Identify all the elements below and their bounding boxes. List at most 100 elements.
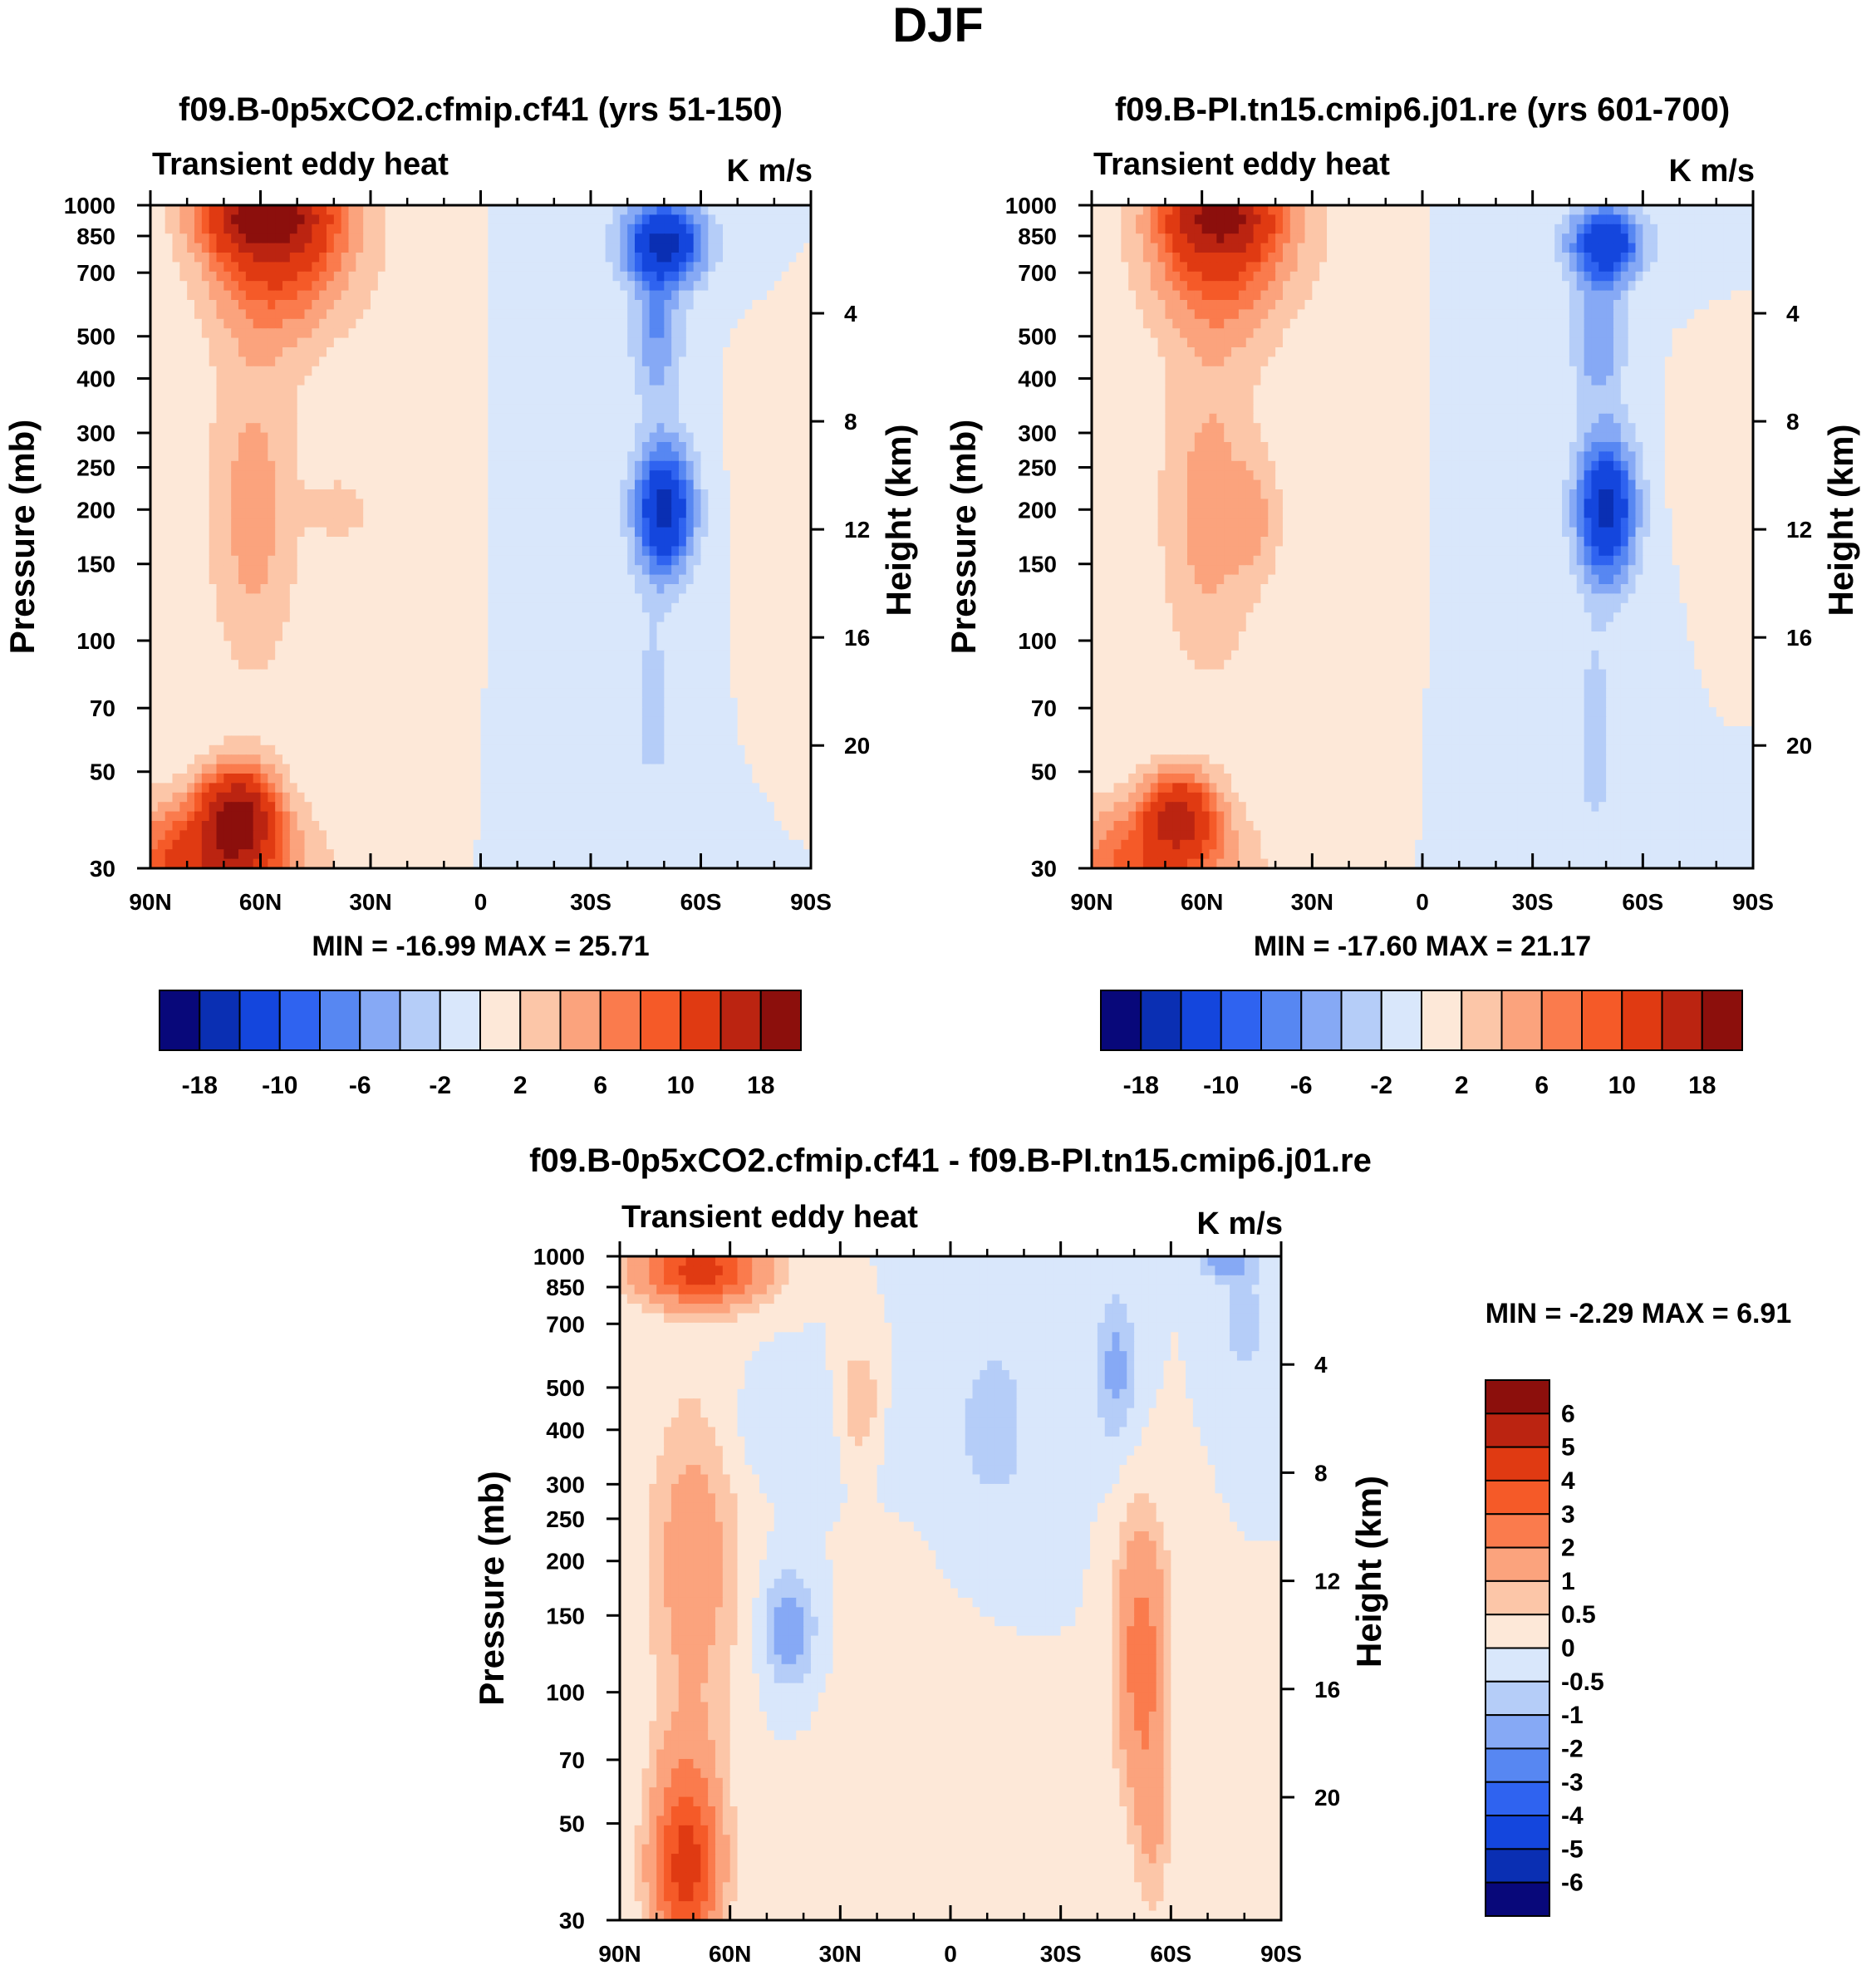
field-cell	[341, 356, 350, 367]
field-cell	[150, 489, 159, 500]
field-cell	[708, 451, 716, 462]
field-cell	[679, 205, 687, 216]
field-cell	[767, 290, 775, 301]
field-cell	[260, 499, 269, 509]
field-cell	[723, 366, 731, 376]
field-cell	[289, 318, 298, 329]
field-cell	[421, 205, 430, 216]
field-cell	[591, 243, 599, 253]
field-cell	[773, 688, 783, 699]
field-cell	[165, 622, 174, 632]
field-cell	[429, 584, 438, 595]
field-cell	[216, 518, 225, 528]
field-cell	[773, 537, 783, 548]
field-cell	[444, 593, 452, 604]
field-cell	[708, 214, 716, 225]
field-cell	[605, 688, 614, 699]
field-cell	[509, 697, 518, 708]
field-cell	[459, 518, 467, 528]
field-cell	[715, 205, 724, 216]
field-cell	[708, 243, 716, 253]
field-cell	[553, 716, 562, 727]
field-cell	[685, 565, 695, 576]
field-cell	[179, 290, 188, 301]
field-cell	[157, 243, 166, 253]
field-cell	[312, 262, 320, 273]
field-cell	[649, 499, 658, 509]
field-cell	[371, 460, 379, 471]
field-cell	[480, 205, 489, 216]
field-cell	[459, 650, 467, 661]
field-cell	[781, 309, 790, 320]
field-cell	[245, 479, 254, 490]
field-cell	[172, 555, 181, 566]
field-cell	[744, 243, 754, 253]
field-cell	[312, 726, 320, 737]
field-cell	[568, 612, 577, 623]
field-cell	[363, 565, 371, 576]
field-cell	[612, 300, 621, 311]
field-cell	[444, 565, 452, 576]
field-cell	[436, 356, 445, 367]
field-cell	[649, 555, 658, 566]
field-cell	[400, 679, 408, 690]
field-cell	[539, 233, 548, 244]
field-cell	[260, 395, 269, 405]
field-cell	[297, 432, 306, 443]
field-cell	[503, 271, 511, 282]
field-cell	[312, 395, 320, 405]
field-cell	[693, 602, 702, 613]
field-cell	[223, 224, 232, 234]
field-cell	[773, 697, 783, 708]
field-cell	[363, 262, 371, 273]
field-cell	[509, 376, 518, 386]
field-cell	[547, 489, 555, 500]
field-cell	[503, 527, 511, 538]
field-cell	[260, 281, 269, 292]
field-cell	[201, 224, 210, 234]
field-cell	[304, 290, 313, 301]
field-cell	[605, 309, 614, 320]
field-cell	[216, 300, 225, 311]
field-cell	[407, 470, 415, 481]
field-cell	[503, 309, 511, 320]
field-cell	[356, 460, 364, 471]
field-cell	[744, 555, 754, 566]
field-cell	[187, 460, 195, 471]
field-cell	[216, 318, 225, 329]
field-cell	[444, 584, 452, 595]
field-cell	[421, 508, 430, 518]
field-cell	[693, 631, 702, 642]
field-cell	[165, 395, 174, 405]
field-cell	[444, 271, 452, 282]
field-cell	[260, 489, 269, 500]
field-cell	[289, 262, 298, 273]
field-cell	[327, 413, 335, 424]
field-cell	[333, 337, 342, 348]
field-cell	[723, 508, 731, 518]
field-cell	[356, 555, 364, 566]
field-cell	[157, 205, 166, 216]
field-cell	[803, 555, 811, 566]
field-cell	[459, 584, 467, 595]
field-cell	[400, 584, 408, 595]
field-cell	[547, 205, 555, 216]
field-cell	[260, 679, 269, 690]
field-cell	[165, 271, 174, 282]
field-cell	[788, 318, 798, 329]
field-cell	[708, 356, 716, 367]
field-cell	[289, 679, 298, 690]
field-cell	[282, 726, 291, 737]
field-cell	[268, 214, 276, 225]
field-cell	[216, 366, 225, 376]
field-cell	[201, 460, 210, 471]
field-cell	[744, 214, 754, 225]
field-cell	[547, 460, 555, 471]
field-cell	[194, 518, 203, 528]
field-cell	[509, 518, 518, 528]
field-cell	[238, 281, 247, 292]
field-cell	[561, 518, 570, 528]
field-cell	[348, 460, 357, 471]
field-cell	[620, 470, 628, 481]
field-cell	[194, 527, 203, 538]
